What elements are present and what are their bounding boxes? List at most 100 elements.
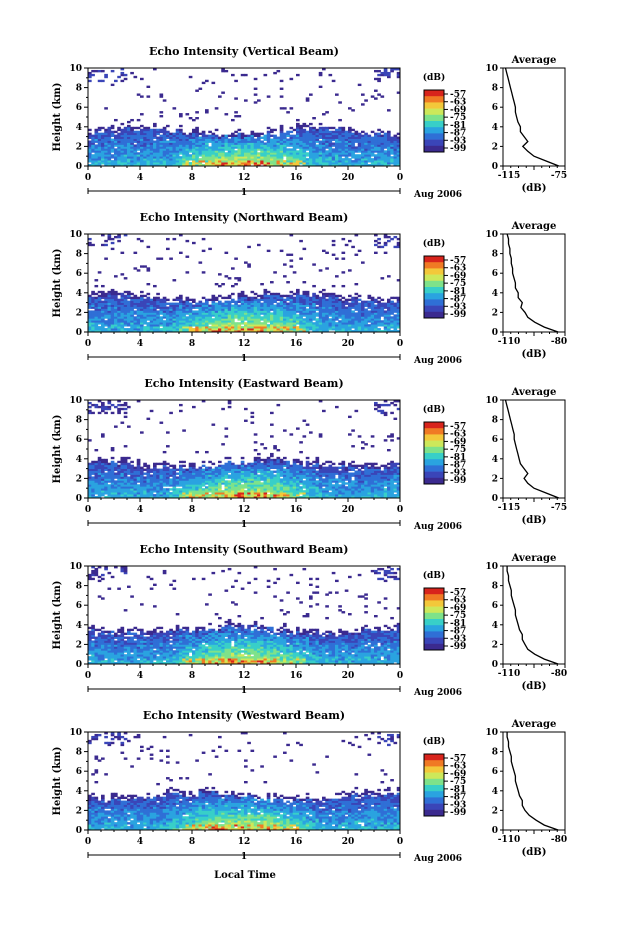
x-tick-label: 16 — [290, 671, 303, 681]
average-y-tick-label: 0 — [492, 660, 498, 670]
day-label: 1 — [241, 520, 247, 530]
panel-2: Echo Intensity (Northward Beam)0246810He… — [52, 211, 567, 366]
x-tick-label: 20 — [342, 505, 355, 515]
colorbar-tick-label: -81 — [450, 121, 466, 131]
date-label: Aug 2006 — [413, 688, 462, 698]
colorbar: -57-63-69-75-81-87-93-99 — [423, 753, 466, 818]
colorbar-swatch — [424, 139, 444, 147]
colorbar-tick-label: -63 — [450, 596, 466, 606]
x-tick-label: 16 — [290, 173, 303, 183]
average-profile: Average 0 2 4 6 8 10 -110 -80 (dB) — [485, 719, 567, 858]
colorbar-swatch — [424, 114, 444, 122]
colorbar-tick-label: -87 — [450, 295, 466, 305]
panel-title: Echo Intensity (Westward Beam) — [143, 709, 345, 722]
average-xlabel: (dB) — [522, 847, 547, 858]
y-tick-label: 6 — [76, 601, 82, 611]
colorbar-swatch — [424, 453, 444, 460]
colorbar-swatch — [424, 766, 444, 773]
average-y-tick-label: 10 — [485, 230, 498, 240]
colorbar-tick-label: -99 — [450, 642, 466, 652]
y-tick-label: 2 — [76, 806, 82, 816]
x-tick-label: 0 — [85, 671, 91, 681]
colorbar-swatch — [424, 268, 444, 275]
y-tick-label: 8 — [76, 250, 82, 260]
average-y-tick-label: 8 — [492, 582, 498, 592]
date-label: Aug 2006 — [413, 854, 462, 864]
y-tick-label: 0 — [76, 660, 82, 670]
y-tick-label: 10 — [69, 562, 82, 572]
x-tick-label: 16 — [290, 505, 303, 515]
y-tick-label: 0 — [76, 162, 82, 172]
x-tick-label: 12 — [238, 671, 251, 681]
average-y-tick-label: 2 — [492, 474, 498, 484]
x-tick-label: 12 — [238, 173, 251, 183]
average-y-tick-label: 2 — [492, 308, 498, 318]
y-tick-label: 0 — [76, 328, 82, 338]
colorbar-tick-label: -87 — [450, 793, 466, 803]
y-tick-label: 8 — [76, 748, 82, 758]
heatmap — [88, 732, 401, 831]
average-y-tick-label: 4 — [492, 289, 498, 299]
y-tick-label: 8 — [76, 416, 82, 426]
panel-title: Echo Intensity (Eastward Beam) — [144, 377, 343, 390]
y-axis-label: Height (km) — [52, 581, 63, 650]
x-tick-label: 0 — [397, 837, 403, 847]
average-profile-line — [504, 67, 560, 167]
colorbar-tick-label: -69 — [450, 603, 466, 613]
average-profile-line — [506, 233, 559, 333]
colorbar-swatch — [424, 594, 444, 601]
colorbar-tick-label: -63 — [450, 762, 466, 772]
x-tick-label: 0 — [85, 505, 91, 515]
y-axis-label: Height (km) — [52, 415, 63, 484]
colorbar-tick-label: -69 — [450, 105, 466, 115]
average-x-tick-label: -75 — [551, 503, 567, 513]
average-frame — [502, 67, 566, 167]
average-y-tick-label: 2 — [492, 806, 498, 816]
average-xlabel: (dB) — [522, 349, 547, 360]
day-label: 1 — [241, 354, 247, 364]
colorbar-tick-label: -75 — [450, 445, 466, 455]
y-axis-label: Height (km) — [52, 747, 63, 816]
colorbar-swatch — [424, 619, 444, 626]
x-tick-label: 0 — [397, 671, 403, 681]
x-tick-label: 20 — [342, 173, 355, 183]
average-profile-line — [504, 399, 560, 499]
colorbar-swatch — [424, 588, 444, 595]
average-y-tick-label: 6 — [492, 435, 498, 445]
panel-title: Echo Intensity (Vertical Beam) — [149, 45, 339, 58]
colorbar-frame — [423, 421, 445, 485]
colorbar-swatch — [424, 280, 444, 288]
colorbar-tick-label: -93 — [450, 634, 466, 644]
average-y-tick-label: 0 — [492, 162, 498, 172]
average-profile-line — [506, 732, 559, 831]
x-tick-label: 0 — [397, 505, 403, 515]
y-tick-label: 0 — [76, 494, 82, 504]
average-frame — [502, 565, 566, 665]
colorbar-tick-label: -93 — [450, 136, 466, 146]
x-tick-label: 4 — [137, 339, 143, 349]
colorbar-unit: (dB) — [423, 570, 445, 581]
colorbar: -57-63-69-75-81-87-93-99 — [423, 587, 466, 652]
colorbar: -57-63-69-75-81-87-93-99 — [423, 421, 466, 486]
panels-group: Echo Intensity (Vertical Beam)0246810Hei… — [52, 45, 567, 864]
heatmap — [88, 566, 401, 665]
colorbar-tick-label: -93 — [450, 302, 466, 312]
colorbar: -57-63-69-75-81-87-93-99 — [423, 89, 466, 154]
colorbar-tick-label: -81 — [450, 287, 466, 297]
y-tick-label: 4 — [76, 621, 82, 631]
x-tick-label: 4 — [137, 173, 143, 183]
y-tick-label: 4 — [76, 289, 82, 299]
x-tick-label: 4 — [137, 837, 143, 847]
y-tick-label: 4 — [76, 123, 82, 133]
average-y-tick-label: 6 — [492, 269, 498, 279]
y-tick-label: 10 — [69, 64, 82, 74]
average-x-tick-label: -80 — [551, 835, 567, 845]
colorbar-swatch — [424, 299, 444, 306]
average-x-tick-label: -115 — [498, 503, 521, 513]
colorbar-unit: (dB) — [423, 238, 445, 249]
x-tick-label: 0 — [397, 339, 403, 349]
colorbar-swatch — [424, 600, 444, 607]
colorbar-swatch — [424, 643, 444, 651]
colorbar-swatch — [424, 612, 444, 620]
colorbar-swatch — [424, 459, 444, 466]
